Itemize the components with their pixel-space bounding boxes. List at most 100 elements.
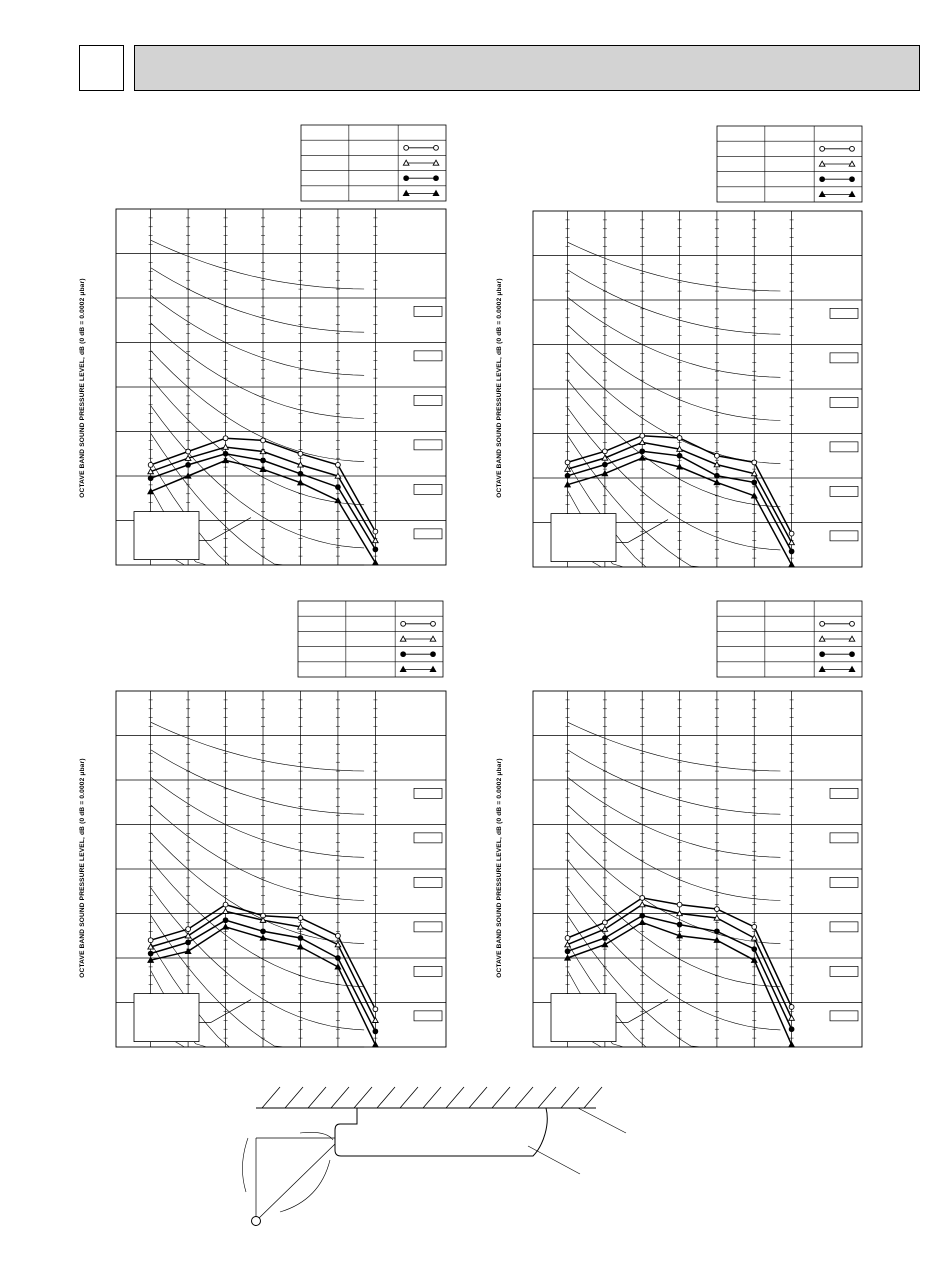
condition-box (133, 511, 200, 561)
nc-label-box (829, 397, 859, 408)
data-point (602, 461, 608, 468)
data-point (601, 454, 609, 461)
measure-line-diagonal (255, 1143, 336, 1222)
data-point (259, 916, 267, 923)
data-point (334, 496, 342, 504)
condition-box (133, 993, 200, 1042)
nc-label-box (829, 486, 859, 497)
angle-arc (279, 1159, 331, 1213)
series-filled-triangle (147, 923, 379, 1048)
condition-leader (199, 517, 252, 541)
data-point (221, 456, 230, 464)
nc-curve (567, 269, 781, 335)
data-point (564, 935, 571, 941)
ceiling-hatch (376, 1086, 396, 1109)
nc-curve (150, 295, 365, 376)
series-open-circle (564, 432, 795, 537)
data-point (751, 923, 758, 930)
data-point (335, 484, 341, 490)
series-filled-circle (564, 448, 795, 555)
series-filled-triangle (563, 918, 796, 1048)
data-point (788, 538, 796, 546)
data-point (564, 459, 571, 466)
data-point (260, 928, 266, 935)
data-point (335, 955, 341, 961)
ceiling-hatch (399, 1086, 419, 1109)
data-point (297, 935, 304, 941)
data-point (563, 465, 572, 472)
data-point (751, 946, 758, 952)
series-filled-triangle (147, 456, 379, 566)
data-point (714, 906, 720, 912)
nc-label-box (413, 832, 443, 844)
angle-arc (242, 1137, 249, 1193)
data-point (372, 528, 379, 535)
nc-label-box (413, 787, 443, 799)
data-point (185, 939, 191, 946)
data-point (714, 928, 720, 935)
data-point (713, 460, 721, 468)
data-point (750, 469, 758, 477)
ceiling-hatch (445, 1086, 465, 1109)
data-point (788, 1014, 796, 1021)
data-point (602, 935, 608, 941)
legend-marker (432, 189, 440, 197)
data-point (639, 912, 646, 919)
legend-marker (818, 665, 826, 673)
data-point (788, 530, 795, 537)
data-point (184, 454, 192, 461)
series-open-triangle (147, 443, 379, 544)
legend-marker (400, 651, 407, 658)
data-point (602, 448, 608, 455)
ceiling-hatch (353, 1086, 373, 1109)
data-point (222, 435, 229, 442)
data-point (297, 450, 304, 457)
legend-marker (848, 665, 856, 673)
legend-marker (818, 635, 826, 642)
ceiling-hatch (261, 1086, 281, 1109)
condition-leader (616, 519, 669, 543)
nc-label-box (829, 832, 859, 844)
nc-label-box (829, 1010, 859, 1022)
nc-label-box (829, 921, 859, 933)
section-number-box (79, 45, 124, 91)
series-open-circle (564, 895, 795, 1010)
nc-curve (150, 239, 365, 290)
data-point (147, 475, 154, 482)
series-open-triangle (563, 900, 796, 1021)
data-point (222, 917, 229, 924)
series-open-circle (147, 435, 379, 535)
nc-label-box (829, 352, 859, 364)
data-point (563, 954, 572, 961)
nc-curve (567, 241, 781, 292)
legend-marker (818, 160, 826, 167)
nc-label-box (829, 787, 859, 799)
ceiling-hatch (284, 1086, 304, 1109)
data-point (296, 478, 305, 486)
data-point (601, 925, 609, 932)
data-point (638, 454, 646, 461)
data-point (184, 932, 192, 939)
data-point (184, 472, 192, 479)
data-point (713, 914, 721, 921)
nc-label-box (413, 439, 443, 451)
data-point (676, 921, 683, 928)
data-point (185, 462, 191, 468)
nc-curve (150, 267, 365, 333)
data-point (371, 536, 379, 544)
nc-label-box (829, 441, 859, 453)
chart-panel-1 (115, 124, 447, 566)
ceiling-hatch (468, 1086, 488, 1109)
legend-marker (848, 160, 856, 167)
data-point (185, 448, 191, 455)
ceiling-hatch (514, 1086, 534, 1109)
data-point (147, 487, 155, 495)
data-point (372, 546, 379, 553)
ceiling-hatch (583, 1086, 603, 1109)
data-point (372, 1006, 379, 1013)
legend-marker (819, 145, 826, 152)
ceiling-hatch (537, 1086, 557, 1109)
data-point (296, 943, 305, 950)
installation-diagram (242, 1086, 627, 1226)
data-point (714, 472, 720, 479)
